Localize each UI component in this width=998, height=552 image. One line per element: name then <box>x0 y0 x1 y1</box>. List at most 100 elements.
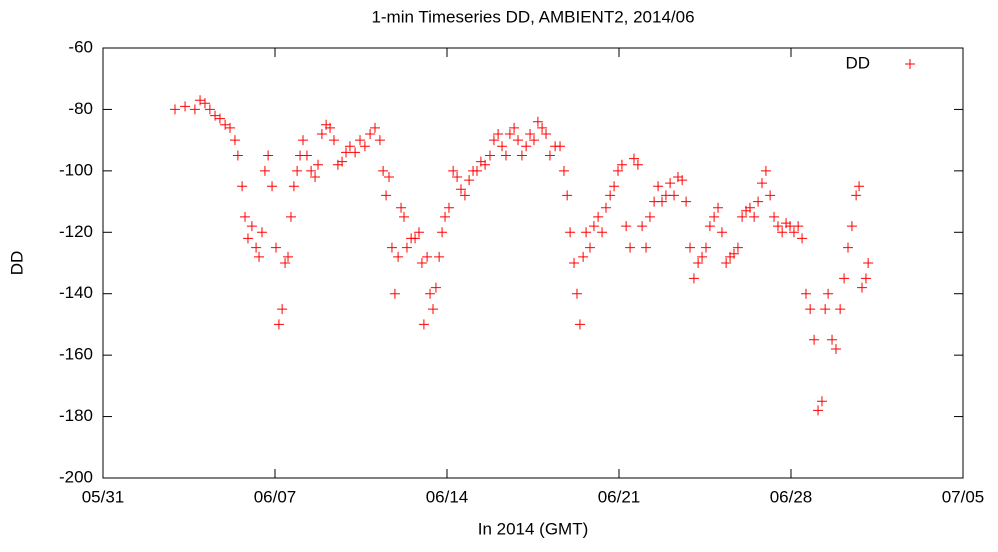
point <box>820 304 831 315</box>
point <box>749 211 760 222</box>
point <box>571 288 582 299</box>
point <box>440 211 451 222</box>
point <box>816 396 827 407</box>
chart-title: 1-min Timeseries DD, AMBIENT2, 2014/06 <box>371 7 694 26</box>
point <box>769 211 780 222</box>
point <box>760 165 771 176</box>
point <box>823 288 834 299</box>
point <box>688 273 699 284</box>
point <box>793 221 804 232</box>
point <box>697 251 708 262</box>
point <box>480 159 491 170</box>
point <box>225 122 236 133</box>
point <box>525 129 536 139</box>
point <box>569 258 580 268</box>
point <box>860 273 871 284</box>
point <box>199 98 210 109</box>
point <box>644 211 655 222</box>
point <box>854 181 865 192</box>
point <box>410 233 421 244</box>
y-tick-label: -140 <box>59 283 93 302</box>
point <box>169 104 180 115</box>
point <box>396 202 407 213</box>
point <box>537 122 548 133</box>
point <box>418 319 429 330</box>
point <box>464 175 475 186</box>
point <box>685 242 696 253</box>
point <box>555 141 566 152</box>
point <box>513 135 524 146</box>
point <box>374 135 385 146</box>
point <box>389 288 400 299</box>
point <box>669 190 680 201</box>
point <box>581 227 592 238</box>
point <box>393 251 404 262</box>
x-tick-label: 06/21 <box>598 487 641 506</box>
point <box>565 227 576 238</box>
point <box>616 159 627 170</box>
point <box>757 178 768 189</box>
point <box>732 242 743 253</box>
point <box>544 150 555 161</box>
point <box>430 282 441 293</box>
point <box>370 122 381 133</box>
legend-marker <box>905 59 915 69</box>
point <box>500 150 511 161</box>
y-axis-label: DD <box>7 251 26 276</box>
point <box>256 227 267 238</box>
point <box>846 221 857 232</box>
y-tick-label: -60 <box>68 37 93 56</box>
point <box>562 190 573 201</box>
point <box>401 242 412 253</box>
point <box>488 135 499 146</box>
point <box>813 405 824 416</box>
point <box>306 165 317 176</box>
point <box>422 251 433 262</box>
point <box>443 202 454 213</box>
point <box>292 165 303 176</box>
point <box>657 196 667 207</box>
point <box>578 251 589 262</box>
point <box>558 165 569 176</box>
y-tick-label: -160 <box>59 345 93 364</box>
point <box>437 227 448 238</box>
point <box>277 304 288 315</box>
point <box>700 242 711 253</box>
y-tick-label: -100 <box>59 160 93 179</box>
point <box>609 181 620 192</box>
point <box>328 135 339 146</box>
point <box>452 172 463 182</box>
point <box>413 227 424 238</box>
y-tick-label: -120 <box>59 222 93 241</box>
legend-label: DD <box>845 53 870 72</box>
point <box>180 101 191 112</box>
point <box>797 233 808 244</box>
point <box>677 175 688 186</box>
y-tick-label: -80 <box>68 99 93 118</box>
point <box>721 258 732 268</box>
point <box>344 141 355 152</box>
point <box>772 221 783 232</box>
point <box>448 165 459 176</box>
point <box>288 181 299 192</box>
point <box>516 150 527 161</box>
point <box>541 129 552 139</box>
point <box>427 304 438 315</box>
point <box>355 135 366 146</box>
point <box>809 334 820 345</box>
point <box>301 150 312 161</box>
point <box>681 196 692 207</box>
point <box>805 304 816 315</box>
point <box>728 248 739 259</box>
point <box>625 242 636 253</box>
point <box>416 258 427 268</box>
point <box>337 156 348 167</box>
point <box>532 116 543 127</box>
point <box>365 129 376 139</box>
point <box>493 129 504 139</box>
point <box>298 135 309 146</box>
point <box>704 221 715 232</box>
point <box>665 178 676 189</box>
point <box>270 242 281 253</box>
